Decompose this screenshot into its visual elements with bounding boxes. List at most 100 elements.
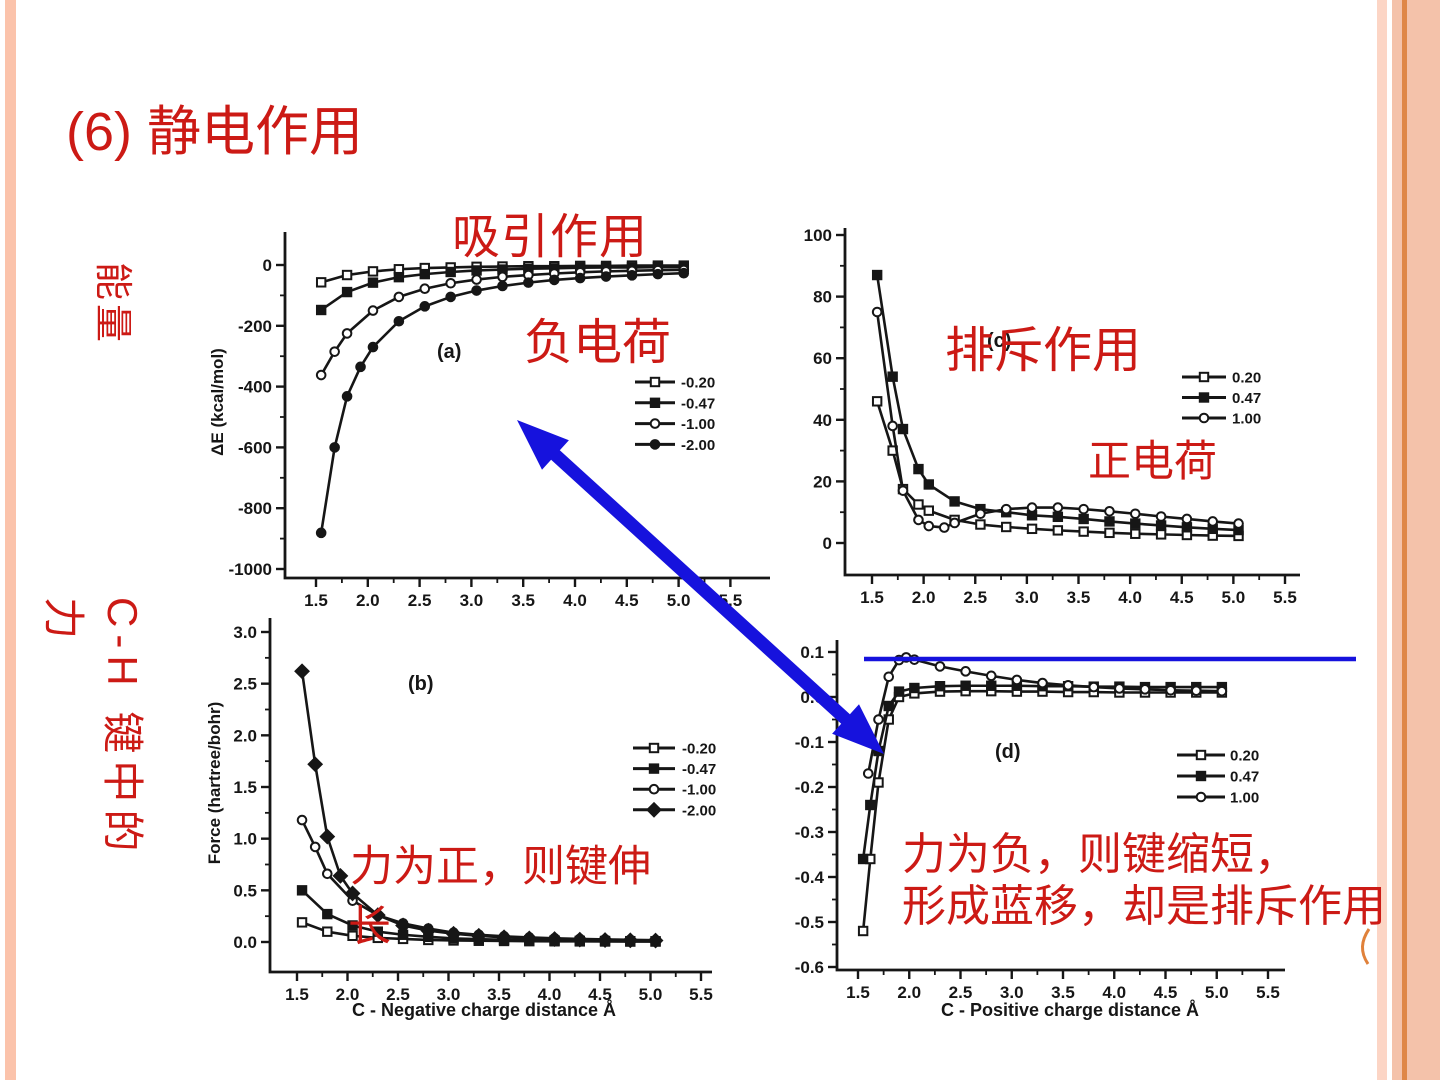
y-tick-label: -0.2 [795, 778, 824, 797]
orange-squiggle-mark [1361, 928, 1371, 965]
legend-item: 0.20 [1177, 748, 1259, 765]
right-border-stripe-accent [1402, 0, 1407, 1080]
x-tick-label: 5.0 [639, 985, 663, 1004]
legend-label: 0.20 [1232, 370, 1261, 387]
x-tick-label: 1.5 [285, 985, 309, 1004]
left-border-stripe [5, 0, 16, 1080]
legend-item: -0.47 [633, 761, 716, 778]
x-tick-label: 3.5 [487, 985, 511, 1004]
legend-item: -0.20 [635, 375, 715, 392]
x-tick-label: 1.5 [304, 591, 328, 610]
y-tick-label: 80 [813, 288, 832, 307]
side-label-force: 力 [40, 597, 87, 640]
slide-title: (6) 静电作用 [66, 102, 363, 162]
legend-label: 0.20 [1230, 748, 1259, 765]
x-tick-label: 1.5 [860, 588, 884, 607]
chart-panel-a: 1.5 2.0 2.5 3.0 3.5 4.0 4.5 5.0 5.5 0 -200 -400 -600… [208, 232, 770, 610]
y-tick-label: 0.1 [800, 643, 824, 662]
legend-item: -1.00 [633, 782, 716, 799]
legend-item: 0.47 [1177, 769, 1259, 786]
x-tick-label: 2.0 [912, 588, 936, 607]
x-tick-label: 2.5 [963, 588, 987, 607]
y-tick-label: 60 [813, 349, 832, 368]
y-tick-label: 100 [804, 226, 832, 245]
x-tick-label: 4.0 [538, 985, 562, 1004]
legend-label: 1.00 [1232, 411, 1261, 428]
y-tick-label: -0.5 [795, 913, 824, 932]
series-1.00 [862, 652, 1228, 779]
y-tick-label: 0.0 [800, 688, 824, 707]
annotation-bond-stretch-2: 长 [348, 903, 391, 951]
legend-item: -0.47 [635, 395, 715, 412]
x-tick-label: 3.5 [1067, 588, 1091, 607]
y-tick-label: -0.3 [795, 823, 824, 842]
legend-label: -0.47 [682, 761, 716, 778]
y-tick-label: -800 [238, 499, 272, 518]
x-tick-label: 3.5 [1051, 983, 1075, 1002]
x-tick-label: 4.5 [1154, 983, 1178, 1002]
y-tick-label: -1000 [229, 560, 272, 579]
y-tick-label: -0.1 [795, 733, 824, 752]
legend-item: 1.00 [1182, 411, 1261, 428]
x-tick-label: 2.5 [949, 983, 973, 1002]
x-tick-label: 4.5 [1170, 588, 1194, 607]
right-border-stripe-wide [1392, 0, 1440, 1080]
x-tick-label: 2.0 [356, 591, 380, 610]
x-tick-label: 5.5 [1273, 588, 1297, 607]
legend-label: -1.00 [682, 782, 716, 799]
y-axis-title: ΔE (kcal/mol) [208, 348, 227, 456]
right-border-stripe-thin [1377, 0, 1387, 1080]
legend-item: -1.00 [635, 416, 715, 433]
x-tick-label: 5.5 [689, 985, 713, 1004]
y-tick-label: -0.4 [795, 868, 825, 887]
x-axis-title: C - Positive charge distance Å [941, 1000, 1199, 1020]
panel-label: (d) [995, 741, 1021, 763]
annotation-bond-shrink-1: 力为负，则键缩短， [902, 830, 1298, 879]
x-tick-label: 1.5 [846, 983, 870, 1002]
y-tick-label: -0.6 [795, 958, 824, 977]
y-tick-label: -200 [238, 317, 272, 336]
legend-label: -2.00 [681, 437, 715, 454]
x-tick-label: 4.0 [563, 591, 587, 610]
y-tick-label: 20 [813, 472, 832, 491]
x-tick-label: 3.0 [437, 985, 461, 1004]
legend-label: -0.20 [682, 741, 716, 758]
x-tick-label: 2.0 [336, 985, 360, 1004]
annotation-positive-charge: 正电荷 [1088, 438, 1217, 486]
y-axis-title: Force (hartree/bohr) [205, 702, 224, 864]
y-tick-label: -600 [238, 438, 272, 457]
x-tick-label: 3.5 [511, 591, 535, 610]
series-0.47 [871, 269, 1244, 536]
legend-label: 1.00 [1230, 790, 1259, 807]
legend-label: -0.20 [681, 375, 715, 392]
x-tick-label: 2.0 [897, 983, 921, 1002]
x-axis-title: C - Negative charge distance Å [352, 1000, 616, 1020]
x-tick-label: 4.0 [1102, 983, 1126, 1002]
annotation-bond-stretch-1: 力为正，则键伸 [350, 843, 651, 891]
y-tick-label: 1.5 [233, 778, 257, 797]
x-tick-label: 3.0 [1015, 588, 1039, 607]
x-tick-label: 4.5 [588, 985, 612, 1004]
legend-item: 1.00 [1177, 790, 1259, 807]
legend-label: -0.47 [681, 395, 715, 412]
annotation-attraction: 吸引作用 [452, 211, 649, 264]
x-tick-label: 5.0 [667, 591, 691, 610]
double-headed-arrow [517, 420, 884, 754]
annotation-bond-shrink-2: 形成蓝移，却是排斥作用 [902, 882, 1386, 931]
x-tick-label: 2.5 [408, 591, 432, 610]
chart-panel-b: 1.5 2.0 2.5 3.0 3.5 4.0 4.5 5.0 5.5 3.0 2.5 2.0 1.5 1… [205, 618, 716, 1020]
y-tick-label: 1.0 [233, 830, 257, 849]
x-tick-label: 5.5 [1256, 983, 1280, 1002]
legend-item: 0.47 [1182, 390, 1261, 407]
y-tick-label: -400 [238, 378, 272, 397]
x-tick-label: 4.0 [1118, 588, 1142, 607]
annotation-negative-charge: 负电荷 [524, 316, 672, 370]
x-tick-label: 3.0 [1000, 983, 1024, 1002]
chart-panel-c: 1.5 2.0 2.5 3.0 3.5 4.0 4.5 5.0 5.5 100 80 60 40 20 0 0… [804, 226, 1300, 607]
y-tick-label: 0.5 [233, 881, 257, 900]
legend-item: -0.20 [633, 741, 716, 758]
series--0.20 [315, 260, 689, 288]
y-tick-label: 3.0 [233, 623, 257, 642]
legend-label: 0.47 [1230, 769, 1259, 786]
